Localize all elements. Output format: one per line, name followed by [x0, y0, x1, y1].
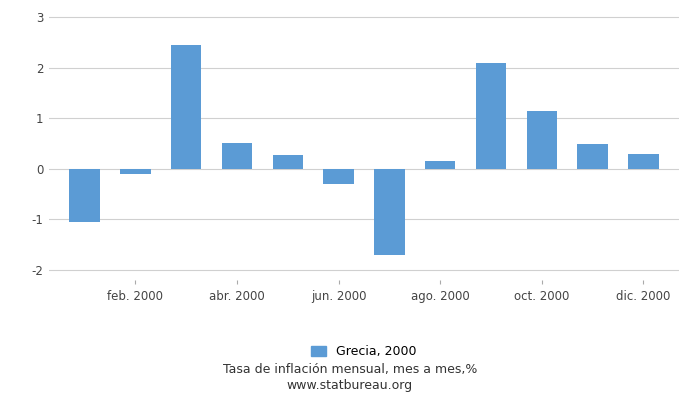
Bar	[222, 144, 252, 169]
Bar	[374, 169, 405, 255]
Text: Tasa de inflación mensual, mes a mes,%: Tasa de inflación mensual, mes a mes,%	[223, 364, 477, 376]
Bar	[425, 161, 456, 169]
Bar	[120, 169, 150, 174]
Bar	[272, 154, 303, 169]
Bar	[323, 169, 354, 184]
Bar	[69, 169, 100, 222]
Bar	[476, 62, 506, 169]
Legend: Grecia, 2000: Grecia, 2000	[312, 345, 416, 358]
Bar	[628, 154, 659, 169]
Bar	[578, 144, 608, 169]
Text: www.statbureau.org: www.statbureau.org	[287, 380, 413, 392]
Bar	[526, 111, 557, 169]
Bar	[171, 45, 202, 169]
